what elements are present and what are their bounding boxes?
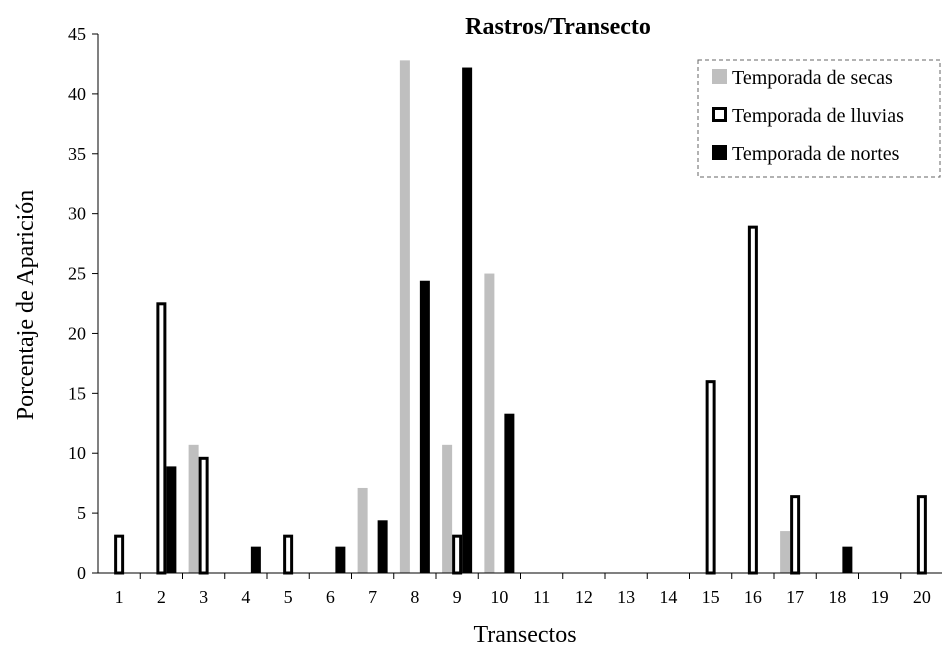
y-tick-label: 20	[68, 323, 86, 343]
bar-temporada-de-lluvias	[114, 534, 125, 575]
y-axis-ticks: 0 5 10 15 20 25 30 35 40 45	[68, 24, 98, 583]
bars-group	[114, 60, 927, 575]
x-tick-label: 17	[786, 587, 804, 607]
legend-label: Temporada de lluvias	[732, 105, 904, 127]
y-tick-label: 25	[68, 264, 86, 284]
bar-temporada-de-nortes	[842, 546, 853, 573]
x-tick-label: 19	[871, 587, 889, 607]
x-tick-label: 2	[157, 587, 166, 607]
x-axis-ticks: 1 2 3 4 5 6 7 8 9 10 11 12 13 14 15 16 17 18 19 20	[115, 573, 931, 607]
bar-temporada-de-nortes	[166, 466, 177, 573]
bar-temporada-de-secas	[442, 444, 453, 573]
y-tick-label: 0	[77, 563, 86, 583]
y-tick-label: 5	[77, 503, 86, 523]
x-tick-label: 11	[533, 587, 550, 607]
legend-label: Temporada de nortes	[732, 143, 900, 165]
legend-swatch	[712, 69, 727, 84]
bar-temporada-de-nortes	[250, 546, 261, 573]
legend-box	[697, 59, 941, 178]
x-tick-label: 7	[368, 587, 377, 607]
bar-temporada-de-secas	[188, 444, 199, 573]
x-tick-label: 3	[199, 587, 208, 607]
legend-label: Temporada de secas	[732, 67, 893, 89]
x-tick-label: 20	[913, 587, 931, 607]
y-tick-label: 30	[68, 204, 86, 224]
bar-temporada-de-secas	[399, 60, 410, 573]
bar-temporada-de-lluvias	[705, 380, 716, 575]
y-tick-label: 35	[68, 144, 86, 164]
y-tick-label: 45	[68, 24, 86, 44]
bar-temporada-de-lluvias	[790, 495, 801, 575]
bar-temporada-de-secas	[357, 487, 368, 573]
x-tick-label: 5	[284, 587, 293, 607]
bar-temporada-de-secas	[780, 531, 791, 573]
y-tick-label: 40	[68, 84, 86, 104]
bar-temporada-de-lluvias	[916, 495, 927, 575]
x-tick-label: 13	[617, 587, 635, 607]
x-tick-label: 9	[453, 587, 462, 607]
y-tick-label: 15	[68, 383, 86, 403]
y-tick-label: 10	[68, 443, 86, 463]
bar-temporada-de-nortes	[504, 413, 515, 573]
x-tick-label: 15	[702, 587, 720, 607]
bar-temporada-de-lluvias	[747, 225, 758, 575]
bar-temporada-de-lluvias	[283, 534, 294, 575]
legend-swatch	[712, 145, 727, 160]
bar-temporada-de-nortes	[335, 546, 346, 573]
bar-temporada-de-lluvias	[198, 456, 209, 575]
bar-temporada-de-nortes	[462, 67, 473, 573]
bar-temporada-de-nortes	[419, 280, 430, 573]
legend-swatch	[712, 107, 727, 122]
x-tick-label: 14	[659, 587, 677, 607]
chart-title: Rastros/Transecto	[465, 14, 651, 40]
x-axis-label: Transectos	[473, 622, 576, 648]
x-tick-label: 18	[828, 587, 846, 607]
x-tick-label: 16	[744, 587, 762, 607]
x-tick-label: 8	[410, 587, 419, 607]
legend: Temporada de secas Temporada de lluvias Te…	[697, 59, 941, 178]
y-axis-label: Porcentaje de Aparición	[13, 190, 39, 421]
bar-temporada-de-lluvias	[452, 534, 463, 575]
x-tick-label: 1	[115, 587, 124, 607]
bar-temporada-de-secas	[484, 273, 495, 573]
x-tick-label: 6	[326, 587, 335, 607]
x-tick-label: 10	[490, 587, 508, 607]
bar-temporada-de-nortes	[377, 520, 388, 573]
bar-temporada-de-lluvias	[156, 302, 167, 575]
x-tick-label: 4	[241, 587, 250, 607]
x-tick-label: 12	[575, 587, 593, 607]
